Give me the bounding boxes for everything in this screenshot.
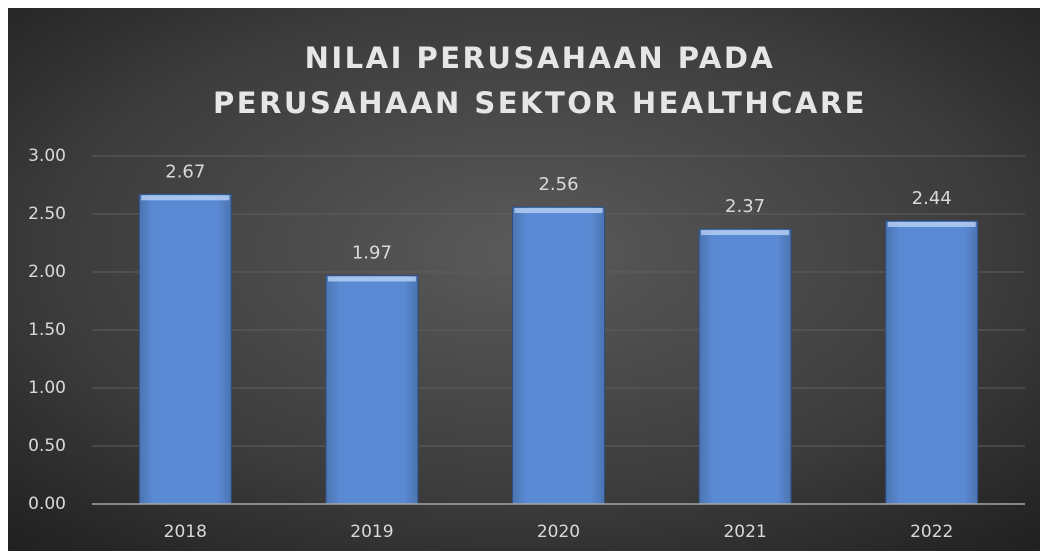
- chart-title: PERUSAHAAN SEKTOR HEALTHCARE: [213, 86, 867, 120]
- y-tick-label: 1.50: [28, 320, 66, 340]
- x-tick-label: 2022: [910, 522, 953, 542]
- bar-bevel: [701, 230, 790, 236]
- x-tick-label: 2021: [723, 522, 766, 542]
- y-tick-label: 1.00: [28, 378, 66, 398]
- y-tick-label: 2.50: [28, 204, 66, 224]
- data-label: 2.37: [725, 196, 765, 217]
- y-tick-label: 3.00: [28, 146, 66, 166]
- data-label: 2.67: [165, 161, 205, 182]
- data-label: 2.56: [538, 174, 578, 195]
- chart-title: NILAI PERUSAHAAN PADA: [305, 41, 776, 75]
- bar-bevel: [887, 221, 976, 227]
- y-tick-label: 0.00: [28, 494, 66, 514]
- bar: [885, 220, 979, 505]
- y-tick-label: 2.00: [28, 262, 66, 282]
- bar-bevel: [141, 195, 230, 201]
- bar: [325, 274, 419, 505]
- x-tick-label: 2019: [350, 522, 393, 542]
- x-tick-label: 2020: [537, 522, 580, 542]
- bar: [512, 206, 605, 505]
- bar: [138, 193, 232, 505]
- data-label: 2.44: [912, 188, 952, 209]
- bar-bevel: [514, 208, 603, 214]
- y-tick-label: 0.50: [28, 436, 66, 456]
- bar-bevel: [327, 276, 416, 282]
- data-label: 1.97: [352, 242, 392, 263]
- bar: [698, 228, 792, 505]
- x-tick-label: 2018: [164, 522, 207, 542]
